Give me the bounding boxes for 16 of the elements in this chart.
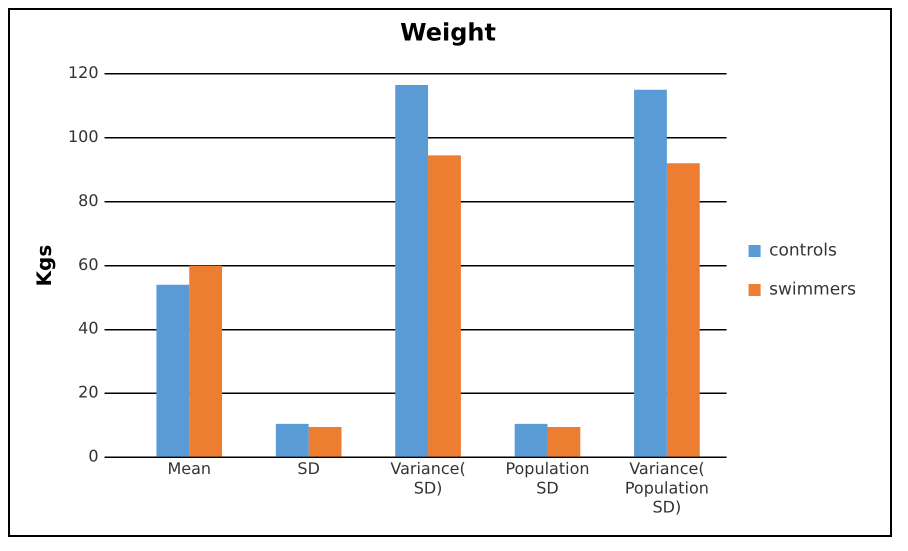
- legend-label: controls: [769, 240, 838, 260]
- y-tick-label: 20: [78, 382, 99, 402]
- y-tick-label: 80: [78, 190, 99, 210]
- x-tick-label: Population SD: [505, 459, 590, 498]
- y-tick-label: 120: [68, 62, 99, 82]
- x-tick-label: SD: [297, 459, 320, 478]
- y-axis-title: Kgs: [32, 244, 56, 286]
- x-tick-label: Variance( SD): [390, 459, 466, 498]
- y-tick-label: 100: [68, 126, 99, 146]
- y-tick-label: 40: [78, 318, 99, 338]
- y-tick-label: 60: [78, 254, 99, 274]
- x-tick-label: Variance( Population SD): [624, 459, 709, 517]
- x-tick-label: Mean: [167, 459, 212, 478]
- legend-label: swimmers: [769, 279, 856, 300]
- chart-title: Weight: [400, 18, 496, 47]
- y-tick-label: 0: [88, 446, 99, 466]
